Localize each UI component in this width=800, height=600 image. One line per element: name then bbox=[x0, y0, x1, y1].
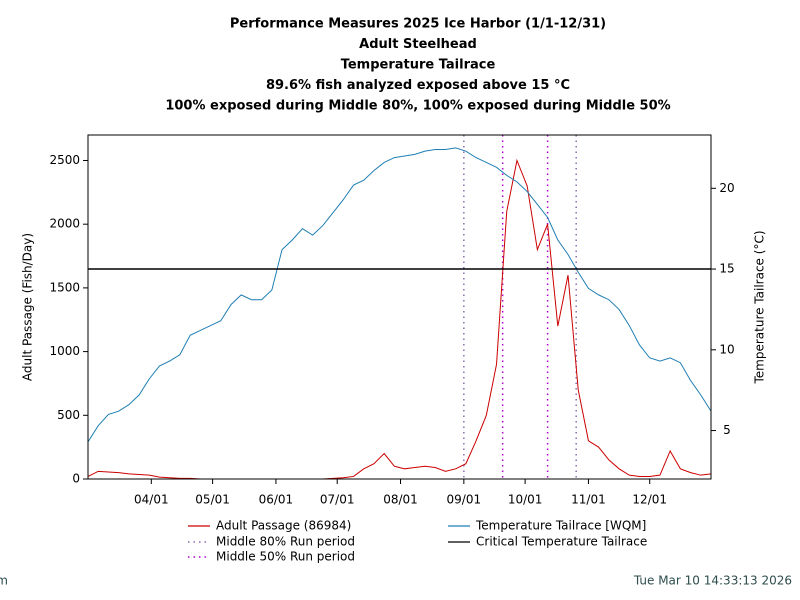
legend-label: Temperature Tailrace [WQM] bbox=[475, 519, 646, 533]
y-tick-label: 1000 bbox=[49, 344, 80, 358]
footer-right: Tue Mar 10 14:33:13 2026 bbox=[633, 574, 792, 588]
series-line bbox=[87, 147, 712, 443]
y-tick-label: 2500 bbox=[49, 153, 80, 167]
chart-title: Performance Measures 2025 Ice Harbor (1/… bbox=[230, 17, 606, 32]
y2-tick-label: 5 bbox=[723, 423, 731, 437]
x-tick-label: 09/01 bbox=[447, 493, 482, 507]
x-tick-label: 05/01 bbox=[195, 493, 230, 507]
y-tick-label: 2000 bbox=[49, 217, 80, 231]
y-tick-label: 1500 bbox=[49, 280, 80, 294]
legend-label: Middle 50% Run period bbox=[216, 550, 355, 564]
series-line bbox=[87, 158, 712, 480]
y2-tick-label: 20 bbox=[719, 181, 734, 195]
x-tick-label: 06/01 bbox=[259, 493, 294, 507]
legend-label: Critical Temperature Tailrace bbox=[476, 535, 647, 549]
y2-axis-label: Temperature Tailrace (°C) bbox=[753, 230, 767, 384]
y-tick-label: 0 bbox=[72, 472, 80, 486]
x-tick-label: 08/01 bbox=[383, 493, 418, 507]
x-tick-label: 07/01 bbox=[320, 493, 355, 507]
legend-label: Middle 80% Run period bbox=[216, 535, 355, 549]
y2-tick-label: 15 bbox=[719, 262, 734, 276]
footer-left: www.cbr.washington.edu/perform bbox=[0, 574, 8, 588]
y2-tick-label: 10 bbox=[719, 342, 734, 356]
y-tick-label: 500 bbox=[57, 408, 80, 422]
chart-title: 100% exposed during Middle 80%, 100% exp… bbox=[165, 99, 670, 114]
chart-title: 89.6% fish analyzed exposed above 15 °C bbox=[266, 78, 570, 93]
y-axis-label: Adult Passage (Fish/Day) bbox=[21, 233, 35, 381]
x-tick-label: 11/01 bbox=[571, 493, 606, 507]
x-tick-label: 12/01 bbox=[632, 493, 667, 507]
legend-label: Adult Passage (86984) bbox=[216, 519, 351, 533]
plot-frame bbox=[87, 134, 712, 480]
chart-title: Adult Steelhead bbox=[359, 37, 477, 52]
x-tick-label: 04/01 bbox=[134, 493, 169, 507]
chart-title: Temperature Tailrace bbox=[341, 58, 496, 73]
x-tick-label: 10/01 bbox=[508, 493, 543, 507]
